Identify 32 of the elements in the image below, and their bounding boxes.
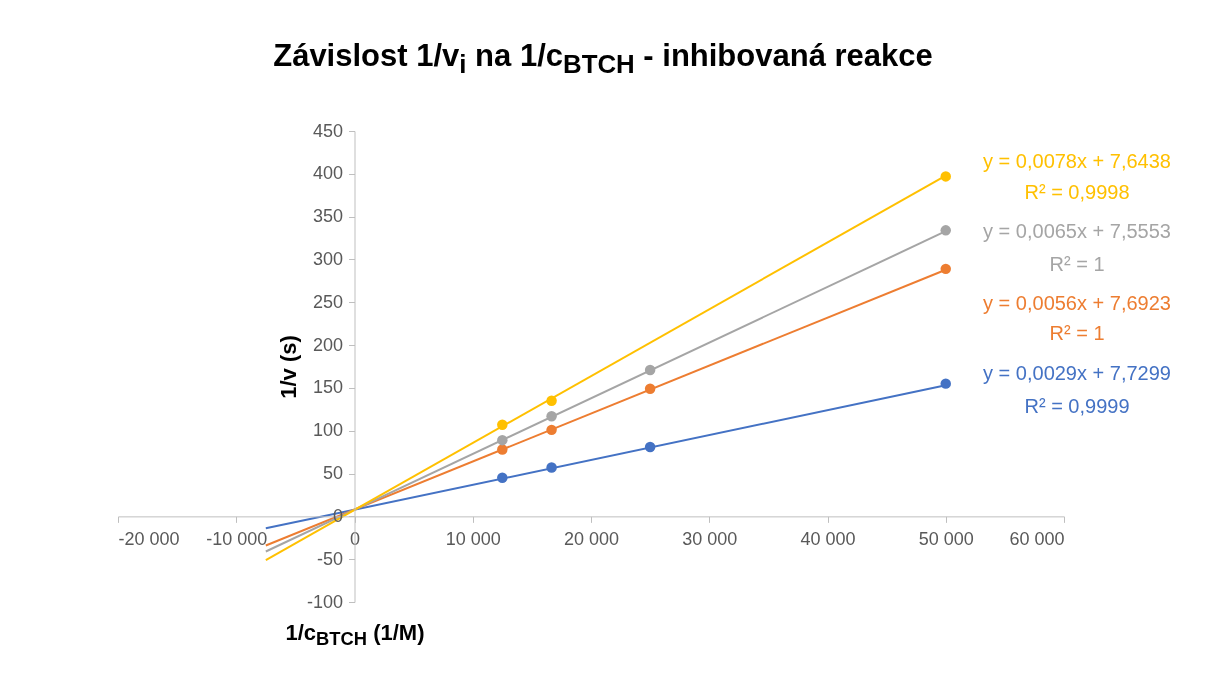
annotation: R² = 0,9998 xyxy=(1024,181,1130,203)
annotation: y = 0,0029x + 7,7299 xyxy=(983,362,1171,384)
annotation: y = 0,0056x + 7,6923 xyxy=(983,292,1171,314)
x-tick-label: 30 000 xyxy=(682,528,738,549)
x-tick-label: 20 000 xyxy=(563,528,620,549)
y-axis-title: 1/v (s) xyxy=(275,335,301,399)
x-tick-label: 0 xyxy=(349,528,361,549)
x-tick-label: -10 000 xyxy=(206,528,268,549)
y-tick-label: 100 xyxy=(312,420,343,441)
annotation: R² = 0,9999 xyxy=(1024,395,1130,417)
x-tick-label: -20 000 xyxy=(118,528,180,549)
x-tick-label: 50 000 xyxy=(918,528,974,549)
y-tick-label: -100 xyxy=(306,591,343,612)
chart-title: Závislost 1/v$_{i}$ na 1/c$_{BTCH}$ - inhibovaná reakce xyxy=(272,38,934,80)
annotation: y = 0,0065x + 7,5553 xyxy=(983,220,1171,242)
y-tick-label: 50 xyxy=(322,463,343,484)
y-tick-label: 450 xyxy=(312,120,343,141)
y-tick-label: 200 xyxy=(312,334,343,355)
annotation: y = 0,0078x + 7,6438 xyxy=(983,150,1171,172)
y-tick-label: 350 xyxy=(312,206,343,227)
x-tick-label: 10 000 xyxy=(445,528,501,549)
y-tick-label: 300 xyxy=(312,248,343,269)
y-tick-label: 150 xyxy=(312,377,343,398)
y-tick-label: 400 xyxy=(312,163,343,184)
x-axis-title: 1/c$_{BTCH}$ (1/M) xyxy=(284,620,426,651)
y-tick-label: -50 xyxy=(316,548,343,569)
y-tick-label: 250 xyxy=(312,291,343,312)
annotation: R² = 1 xyxy=(1049,322,1105,344)
x-tick-label: 40 000 xyxy=(800,528,856,549)
x-tick-label: 60 000 xyxy=(1009,528,1065,549)
annotation: R² = 1 xyxy=(1049,253,1105,275)
y-tick-label: 0 xyxy=(332,505,343,526)
